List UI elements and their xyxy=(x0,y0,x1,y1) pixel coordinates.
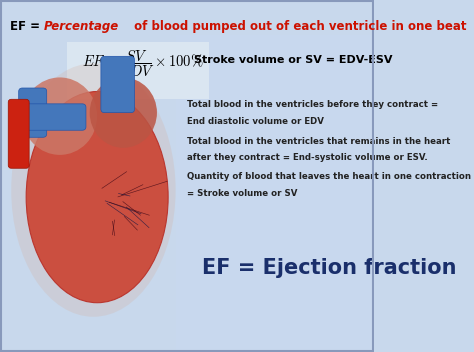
Text: EF = Ejection fraction: EF = Ejection fraction xyxy=(202,258,456,277)
FancyBboxPatch shape xyxy=(101,56,135,113)
Ellipse shape xyxy=(26,92,168,303)
FancyBboxPatch shape xyxy=(18,104,86,130)
Text: EF =: EF = xyxy=(10,20,45,33)
FancyBboxPatch shape xyxy=(18,88,47,137)
Text: Total blood in the ventricles before they contract =: Total blood in the ventricles before the… xyxy=(187,100,438,109)
Text: Percentage: Percentage xyxy=(44,20,119,33)
FancyBboxPatch shape xyxy=(8,99,29,168)
Text: Total blood in the ventricles that remains in the heart: Total blood in the ventricles that remai… xyxy=(187,137,450,146)
Ellipse shape xyxy=(22,77,97,155)
Text: = Stroke volume or SV: = Stroke volume or SV xyxy=(187,189,297,198)
Text: $EF = \dfrac{SV}{EDV} \times 100\%$: $EF = \dfrac{SV}{EDV} \times 100\%$ xyxy=(82,48,204,78)
Text: End diastolic volume or EDV: End diastolic volume or EDV xyxy=(187,117,324,126)
Text: after they contract = End-systolic volume or ESV.: after they contract = End-systolic volum… xyxy=(187,153,428,162)
Ellipse shape xyxy=(90,77,157,148)
Ellipse shape xyxy=(11,63,176,317)
FancyBboxPatch shape xyxy=(67,42,209,99)
Text: Stroke volume or SV = EDV-ESV: Stroke volume or SV = EDV-ESV xyxy=(194,55,393,65)
FancyBboxPatch shape xyxy=(0,0,374,352)
FancyBboxPatch shape xyxy=(176,35,374,352)
Text: of blood pumped out of each ventricle in one beat: of blood pumped out of each ventricle in… xyxy=(130,20,467,33)
Text: Quantity of blood that leaves the heart in one contraction: Quantity of blood that leaves the heart … xyxy=(187,172,471,182)
